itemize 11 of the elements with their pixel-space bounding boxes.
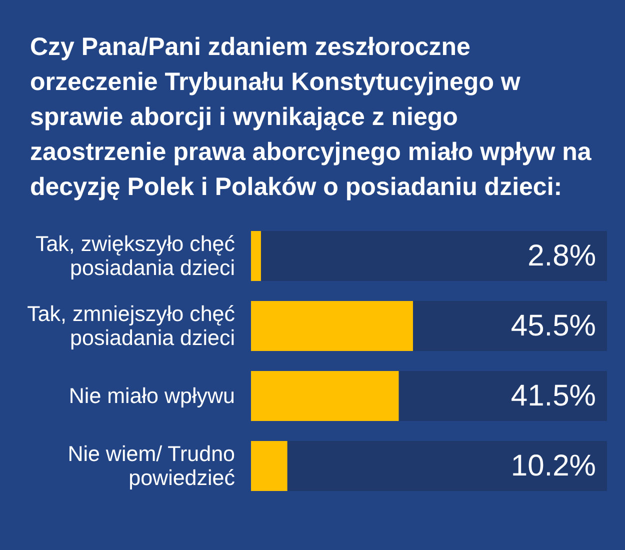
data-label: 2.8% [528,240,596,272]
bar [251,441,288,491]
y-tick-label: Tak, zwiększyło chęć posiadania dzieci [35,232,236,280]
data-label: 10.2% [510,450,596,482]
data-label: 45.5% [510,310,596,342]
data-label: 41.5% [510,380,596,412]
chart-title: Czy Pana/Pani zdaniem zeszłoroczne orzeczenie Trybunału Konstytucyjnego w sprawie aborcji i wynikające z niego zaostrzenie prawa aborcyjnego miało wpływ na decyzję Polek i Polaków o posiadaniu dzieci: [30,32,592,203]
bar [251,231,261,281]
y-tick-label: Nie miało wpływu [68,384,235,408]
y-tick-label: Nie wiem/ Trudno powiedzieć [68,442,236,490]
y-tick-label: Tak, zmniejszyło chęć posiadania dzieci [27,302,236,350]
